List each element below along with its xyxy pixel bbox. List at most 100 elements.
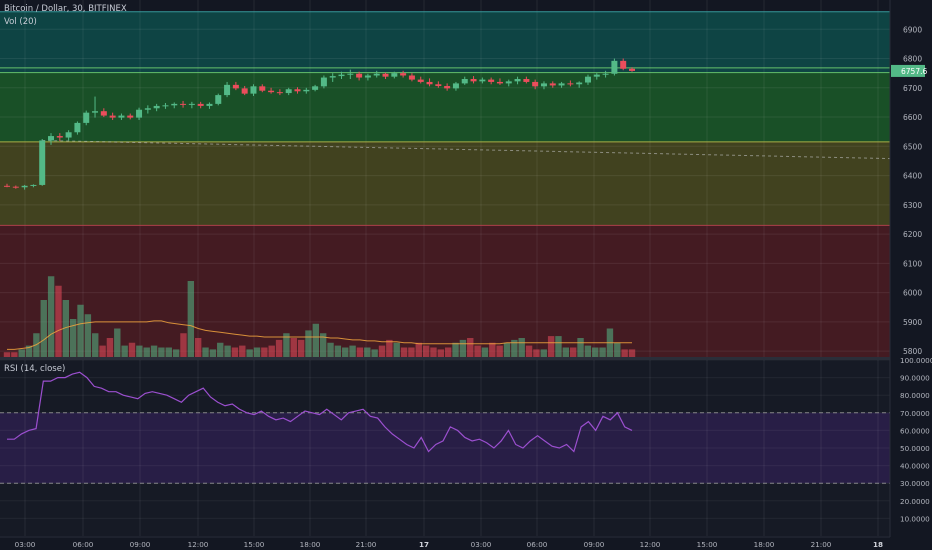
volume-bar: [150, 345, 158, 357]
candle-body: [444, 86, 451, 89]
price-tick-label: 6000: [903, 289, 922, 298]
price-axis[interactable]: 5800 5900 6000 6100 6200 6300 6400 6500 6600 6700…: [889, 0, 932, 550]
volume-bar: [481, 347, 489, 357]
volume-bar: [540, 349, 547, 357]
candle-body: [180, 103, 187, 105]
candle-body: [215, 95, 222, 104]
candle-body: [593, 74, 600, 77]
volume-bar: [489, 342, 496, 357]
time-axis[interactable]: 03:00 06:00 09:00 12:00 15:00 18:00 21:00 17 03:…: [0, 536, 932, 550]
time-tick-label: 15:00: [697, 540, 718, 549]
candle-body: [250, 86, 257, 94]
candle-body: [320, 77, 327, 87]
volume-bar: [106, 338, 114, 357]
volume-bar: [334, 345, 342, 357]
candle-body: [259, 86, 266, 91]
candlestick-series: [4, 58, 635, 190]
volume-bar: [386, 339, 393, 357]
rsi-line: [7, 371, 633, 453]
last-price-badge: 6757.6: [891, 64, 927, 77]
volume-bar: [614, 342, 621, 357]
candle-body: [109, 115, 116, 118]
candle-body: [312, 86, 319, 90]
volume-bar: [290, 338, 297, 357]
rsi-tick-label: 90.0000: [900, 374, 930, 383]
candle-body: [540, 83, 547, 87]
candle-body: [144, 108, 151, 110]
rsi-tick-label: 50.0000: [900, 444, 930, 453]
candle-body: [364, 75, 371, 78]
volume-bar: [209, 349, 217, 357]
volume-bar: [143, 347, 150, 357]
candle-body: [558, 83, 565, 86]
volume-bar: [452, 342, 459, 357]
candle-body: [294, 89, 301, 92]
candle-body: [276, 92, 283, 94]
volume-bar: [518, 338, 525, 357]
volume-bar: [128, 342, 136, 357]
volume-bar: [3, 352, 11, 357]
candle-body: [611, 60, 618, 74]
price-tick-label: 6300: [903, 201, 922, 210]
price-tick-label: 6800: [903, 55, 922, 64]
volume-bar: [253, 347, 261, 357]
volume-bar: [562, 347, 570, 357]
volume-bar: [592, 347, 599, 357]
time-axis-bg: [0, 537, 932, 550]
candle-body: [100, 111, 107, 116]
candle-body: [232, 84, 239, 89]
rsi-tick-label: 80.0000: [900, 391, 930, 400]
time-tick-label: 12:00: [188, 540, 209, 549]
symbol-legend[interactable]: Bitcoin / Dollar, 30, BITFINEX: [4, 4, 127, 14]
volume-bar: [415, 342, 422, 357]
volume-bar: [444, 347, 452, 357]
candle-body: [435, 84, 442, 87]
time-tick-label: 09:00: [130, 540, 151, 549]
volume-bar: [62, 300, 70, 357]
time-tick-label: 12:00: [640, 540, 661, 549]
candle-body: [514, 79, 521, 82]
candle-body: [496, 81, 503, 84]
candle-body: [576, 82, 583, 85]
candle-body: [268, 90, 275, 93]
candle-body: [629, 68, 635, 71]
rsi-tick-label: 100.0000: [900, 356, 932, 365]
candle-body: [188, 103, 195, 105]
volume-bar: [400, 347, 408, 357]
volume-bar: [202, 347, 209, 357]
volume-bar: [342, 347, 349, 357]
volume-bars: [3, 276, 636, 357]
candle-body: [56, 136, 63, 138]
volume-bar: [18, 349, 25, 357]
candle-body: [285, 89, 292, 94]
volume-legend[interactable]: Vol (20): [4, 17, 37, 27]
volume-bar: [525, 345, 533, 357]
volume-bar: [246, 349, 253, 357]
volume-ma: [7, 320, 632, 350]
volume-bar: [378, 345, 386, 357]
volume-bar: [496, 345, 503, 357]
volume-bar: [69, 319, 77, 357]
candle-body: [426, 81, 433, 85]
candle-body: [92, 111, 99, 113]
candle-body: [12, 186, 19, 188]
volume-ma-line: [7, 320, 632, 350]
volume-bar: [165, 347, 172, 357]
candle-body: [136, 109, 143, 118]
candle-body: [347, 73, 354, 75]
rsi-legend[interactable]: RSI (14, close): [4, 364, 66, 374]
rsi-tick-label: 40.0000: [900, 462, 930, 471]
candle-body: [39, 140, 46, 185]
candle-body: [620, 60, 627, 69]
candle-body: [206, 103, 213, 106]
volume-bar: [92, 333, 99, 357]
candle-body: [118, 115, 125, 118]
candle-body: [452, 83, 459, 89]
candle-body: [241, 88, 248, 94]
volume-bar: [77, 304, 84, 357]
rsi-axis[interactable]: 10.0000 20.0000 30.0000 40.0000 50.0000 60.00…: [891, 356, 932, 536]
rsi-band: [0, 412, 890, 484]
volume-bar: [364, 347, 371, 357]
price-tick-label: 5900: [903, 318, 922, 327]
